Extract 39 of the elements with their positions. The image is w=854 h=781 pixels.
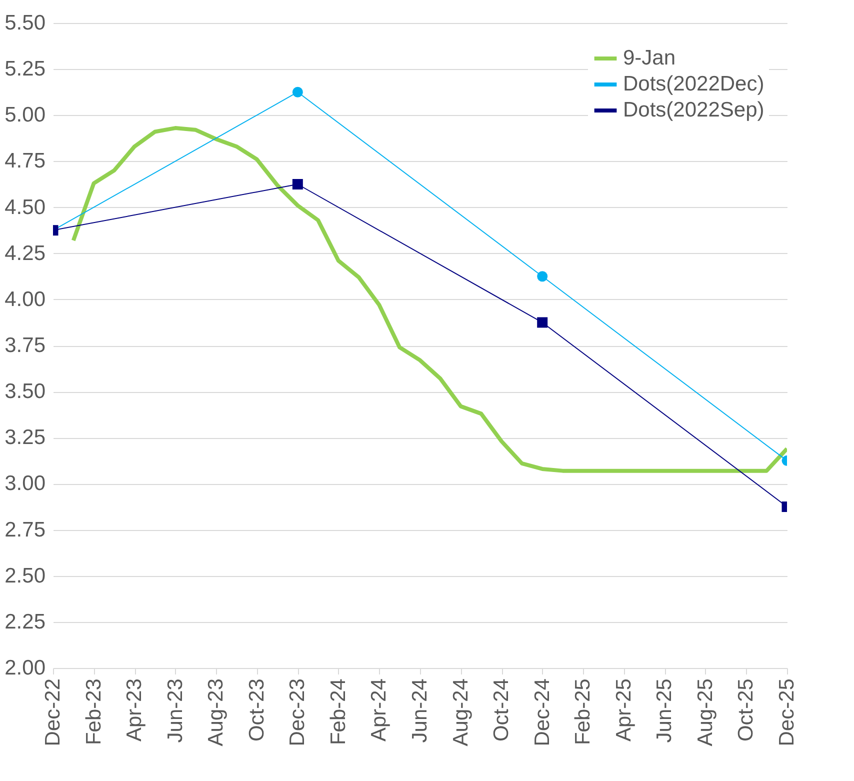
x-tick-label: Apr-25 — [612, 678, 636, 742]
x-tick-label: Aug-25 — [694, 678, 717, 746]
x-tick-label: Feb-23 — [82, 678, 106, 746]
legend-label: 9-Jan — [623, 46, 676, 70]
x-tick-label: Aug-24 — [449, 678, 472, 746]
x-tick-label: Aug-23 — [204, 678, 228, 746]
y-tick-label: 2.25 — [4, 610, 46, 634]
y-tick-label: 3.75 — [4, 334, 46, 357]
y-tick-label: 3.50 — [4, 380, 46, 404]
x-tick-label: Oct-24 — [490, 678, 514, 742]
x-tick-label: Apr-23 — [123, 678, 146, 742]
y-tick-label: 4.00 — [4, 288, 46, 311]
y-tick-label: 2.75 — [4, 518, 46, 542]
y-tick-label: 4.75 — [4, 150, 46, 173]
x-tick-label: Feb-24 — [326, 678, 350, 746]
x-tick-label: Feb-25 — [572, 678, 595, 746]
legend-label: Dots(2022Sep) — [623, 98, 764, 122]
y-tick-label: 5.50 — [4, 12, 46, 34]
x-tick-label: Jun-25 — [653, 678, 676, 743]
y-tick-label: 5.25 — [4, 58, 46, 81]
x-tick-label: Dec-24 — [530, 678, 554, 746]
legend-label: Dots(2022Dec) — [623, 72, 764, 96]
x-tick-label: Oct-25 — [734, 678, 758, 742]
x-tick-label: Jun-24 — [408, 678, 432, 743]
y-tick-label: 2.50 — [4, 564, 46, 588]
x-tick-label: Dec-25 — [776, 678, 798, 746]
x-tick-label: Dec-23 — [286, 678, 310, 746]
x-tick-label: Dec-22 — [42, 678, 64, 746]
y-tick-label: 3.00 — [4, 472, 46, 496]
y-tick-label: 4.25 — [4, 242, 46, 265]
y-tick-label: 4.50 — [4, 196, 46, 219]
x-tick-label: Apr-24 — [368, 678, 391, 742]
x-tick-label: Jun-23 — [164, 678, 187, 743]
y-tick-label: 5.00 — [4, 104, 46, 127]
x-tick-label: Oct-23 — [245, 678, 268, 742]
y-tick-label: 2.00 — [4, 656, 46, 680]
y-tick-label: 3.25 — [4, 426, 46, 450]
point — [292, 86, 303, 98]
point — [537, 271, 548, 282]
